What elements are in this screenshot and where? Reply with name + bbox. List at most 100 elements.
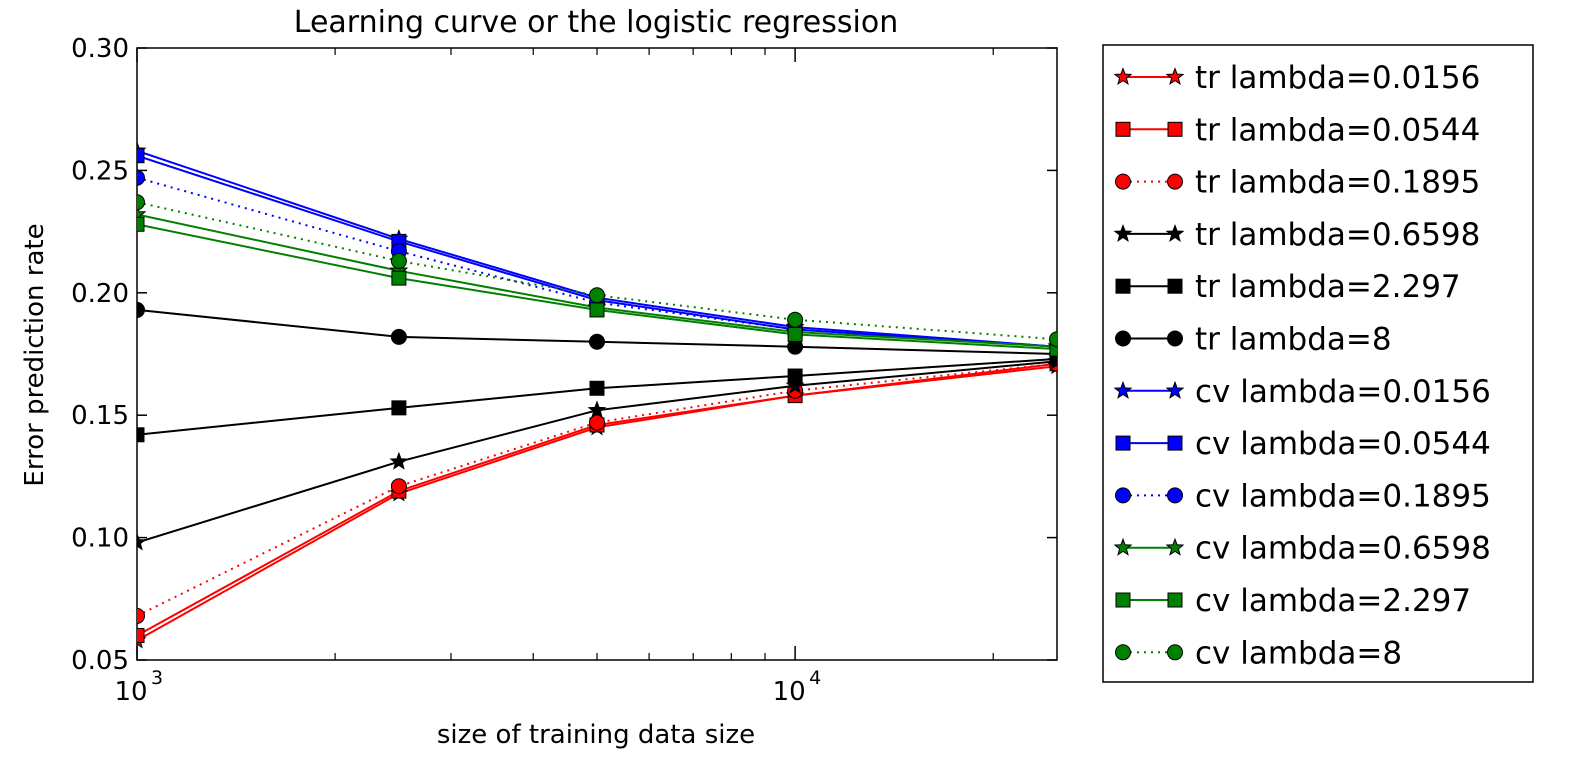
legend-swatch-marker xyxy=(1113,380,1133,399)
data-point xyxy=(787,311,804,328)
data-point xyxy=(1049,341,1057,357)
plot-frame xyxy=(136,47,1058,661)
y-tick-label: 0.25 xyxy=(71,156,129,186)
x-tick-label: 10 3 xyxy=(114,667,163,707)
data-point xyxy=(589,287,605,304)
legend-swatch-marker xyxy=(1167,592,1183,608)
data-point xyxy=(390,328,407,345)
legend-item: tr lambda=8 xyxy=(1115,322,1392,358)
series-9 xyxy=(137,204,1057,355)
legend-label: tr lambda=2.297 xyxy=(1195,269,1461,305)
legend-swatch-marker xyxy=(1167,121,1183,137)
legend-item: cv lambda=8 xyxy=(1115,635,1402,671)
legend-swatch-marker xyxy=(1165,537,1185,556)
legend-swatch-marker xyxy=(1115,644,1131,661)
legend-item: tr lambda=0.1895 xyxy=(1115,165,1480,201)
legend-swatch-marker xyxy=(1113,223,1133,242)
legend-swatch-marker xyxy=(1115,487,1131,504)
data-point xyxy=(137,148,145,164)
legend-swatch-marker xyxy=(1167,278,1183,294)
y-tick-label: 0.30 xyxy=(71,34,129,64)
y-tick-label: 0.10 xyxy=(71,524,129,554)
legend-item: cv lambda=0.0544 xyxy=(1115,426,1491,462)
legend-swatch-marker xyxy=(1115,435,1131,451)
x-tick-label: 10 4 xyxy=(773,667,822,707)
data-point xyxy=(787,368,803,384)
chart-title: Learning curve or the logistic regressio… xyxy=(294,5,898,40)
series-2 xyxy=(137,355,1057,624)
data-point xyxy=(589,333,605,350)
legend-label: cv lambda=8 xyxy=(1195,635,1402,671)
legend-label: cv lambda=0.0156 xyxy=(1195,374,1491,410)
legend-label: tr lambda=0.0156 xyxy=(1195,60,1480,96)
x-tick-label-exponent: 3 xyxy=(151,667,163,689)
legend-swatch-marker xyxy=(1113,67,1133,86)
legend-swatch-marker xyxy=(1165,223,1185,242)
x-tick-label-exponent: 4 xyxy=(809,667,821,689)
legend-item: tr lambda=0.0156 xyxy=(1113,60,1480,96)
data-point xyxy=(391,400,407,416)
legend-item: tr lambda=0.0544 xyxy=(1115,112,1480,148)
legend-swatch-marker xyxy=(1167,644,1183,661)
legend-item: tr lambda=2.297 xyxy=(1115,269,1461,305)
legend-label: cv lambda=2.297 xyxy=(1195,583,1471,619)
series-line xyxy=(137,201,1057,341)
legend-item: cv lambda=0.1895 xyxy=(1115,478,1491,514)
series-1 xyxy=(137,356,1057,644)
data-point xyxy=(589,380,605,396)
data-point xyxy=(137,427,145,443)
legend-swatch-marker xyxy=(1115,592,1131,608)
legend-item: cv lambda=2.297 xyxy=(1115,583,1471,619)
data-point xyxy=(390,478,407,495)
data-point xyxy=(137,628,145,644)
data-point xyxy=(787,326,803,342)
legend-swatch-marker xyxy=(1167,330,1183,347)
data-point xyxy=(137,532,147,551)
data-point xyxy=(137,194,145,211)
y-tick-label: 0.20 xyxy=(71,279,129,309)
legend-swatch-marker xyxy=(1115,173,1131,190)
data-point xyxy=(1049,331,1057,348)
legend-label: cv lambda=0.6598 xyxy=(1195,531,1491,567)
series-6 xyxy=(137,140,1057,355)
legend-label: tr lambda=0.1895 xyxy=(1195,165,1480,201)
legend-swatch-marker xyxy=(1115,278,1131,294)
legend-item: cv lambda=0.6598 xyxy=(1113,531,1491,567)
data-point xyxy=(391,270,407,286)
legend-swatch-marker xyxy=(1113,537,1133,556)
legend-swatch-marker xyxy=(1165,67,1185,86)
y-tick-label: 0.05 xyxy=(71,646,129,676)
data-point xyxy=(589,414,605,431)
data-point xyxy=(137,216,145,232)
data-point xyxy=(137,607,145,624)
y-axis-label: Error prediction rate xyxy=(20,223,50,486)
data-point xyxy=(137,169,145,186)
data-point xyxy=(589,302,605,318)
series-8 xyxy=(137,169,1057,355)
data-point xyxy=(587,400,607,419)
legend-swatch-marker xyxy=(1167,173,1183,190)
series-line xyxy=(137,154,1057,348)
legend-swatch-marker xyxy=(1165,380,1185,399)
series-line xyxy=(137,176,1057,348)
series-line xyxy=(137,213,1057,348)
legend-swatch-marker xyxy=(1167,435,1183,451)
legend-label: tr lambda=0.0544 xyxy=(1195,112,1480,148)
data-point xyxy=(137,301,145,318)
y-tick-label: 0.15 xyxy=(71,401,129,431)
legend-box xyxy=(1102,44,1534,683)
legend-item: cv lambda=0.0156 xyxy=(1113,374,1491,410)
legend-label: cv lambda=0.1895 xyxy=(1195,478,1491,514)
legend-label: cv lambda=0.0544 xyxy=(1195,426,1491,462)
legend-label: tr lambda=8 xyxy=(1195,322,1392,358)
x-axis-label: size of training data size xyxy=(437,720,755,750)
legend-swatch-marker xyxy=(1115,330,1131,347)
legend-swatch-marker xyxy=(1115,121,1131,137)
data-point xyxy=(390,252,407,269)
series-line xyxy=(137,223,1057,351)
x-tick-label-base: 10 xyxy=(114,677,147,707)
legend-swatch-marker xyxy=(1167,487,1183,504)
